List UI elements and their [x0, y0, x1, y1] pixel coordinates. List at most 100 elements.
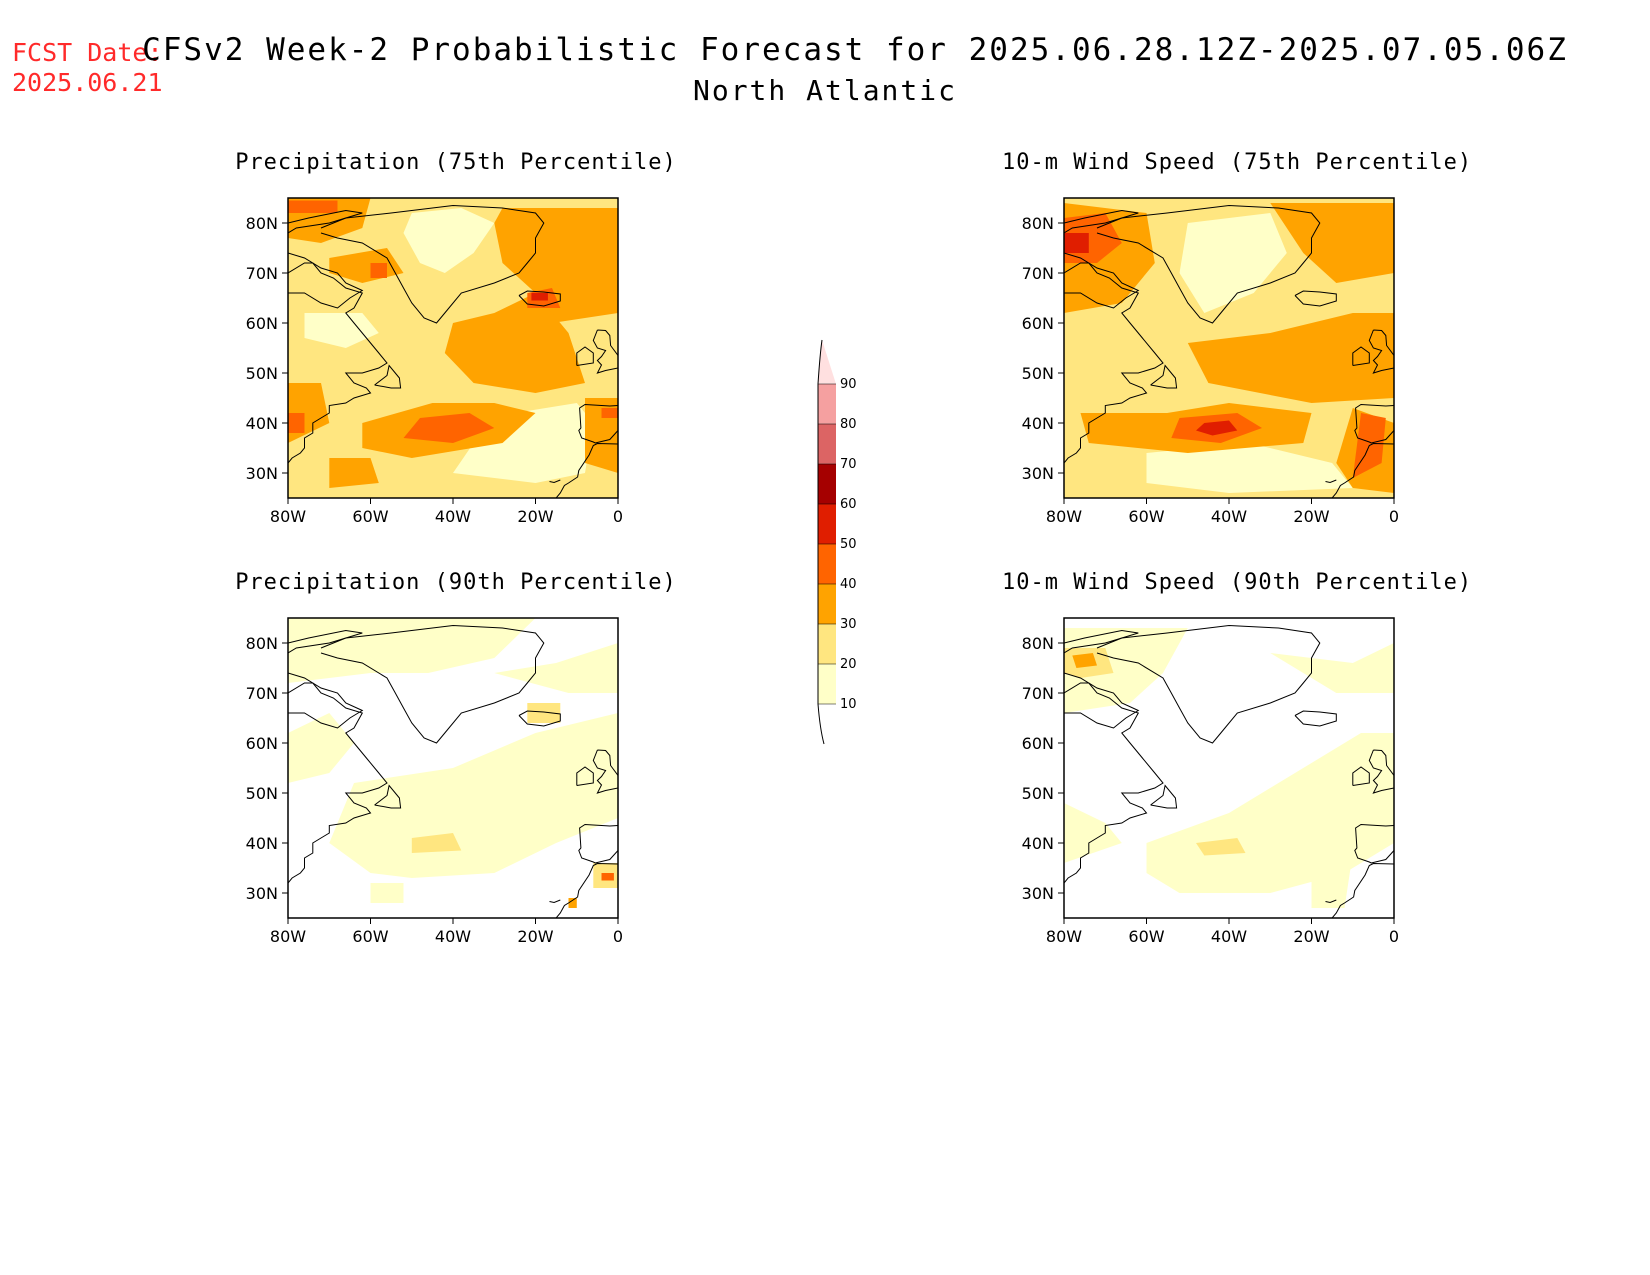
probability-patch: [370, 263, 387, 278]
lat-tick-label: 30N: [246, 884, 278, 903]
probability-patch: [288, 618, 536, 683]
probability-patch: [601, 408, 618, 418]
lon-tick-label: 0: [1389, 927, 1399, 946]
probability-patch: [1270, 203, 1394, 283]
probability-patch: [403, 413, 495, 443]
coastline: [1096, 204, 1321, 324]
coastline: [518, 710, 561, 727]
lon-tick-label: 80W: [1046, 927, 1082, 946]
colorbar-segment: [818, 464, 836, 504]
lat-tick-label: 80N: [246, 214, 278, 233]
lon-tick-label: 40W: [435, 927, 471, 946]
coastline: [288, 262, 388, 464]
coastline: [1064, 209, 1139, 234]
probability-patch: [1179, 213, 1287, 313]
lat-tick-label: 50N: [1022, 784, 1054, 803]
lat-tick-label: 30N: [1022, 884, 1054, 903]
colorbar-segment: [818, 424, 836, 464]
colorbar-label: 90: [840, 377, 857, 392]
coastline: [1064, 672, 1140, 729]
coastline: [320, 204, 545, 324]
colorbar-label: 40: [840, 577, 857, 592]
coastline: [1096, 624, 1321, 744]
lat-tick-label: 40N: [1022, 834, 1054, 853]
lat-tick-label: 80N: [246, 634, 278, 653]
coastline: [1294, 290, 1337, 307]
lon-tick-label: 80W: [270, 927, 306, 946]
coastline: [1368, 329, 1394, 374]
coastlines: [288, 624, 618, 918]
colorbar-segment: [818, 504, 836, 544]
forecast-date-value: 2025.06.21: [12, 68, 163, 97]
map-panel-wind-90: 10-m Wind Speed (90th Percentile) 80N 70N…: [1002, 570, 1471, 960]
probability-patch: [1196, 420, 1238, 436]
coastline: [1352, 346, 1370, 366]
lon-tick-label: 20W: [1293, 507, 1329, 526]
map-plot: 80N 70N 60N 50N 40N 30N 80W 60W 40W 20W 0: [1022, 197, 1399, 526]
coastline: [1294, 710, 1337, 727]
lat-tick-label: 60N: [246, 734, 278, 753]
coastline: [288, 629, 363, 654]
coastline: [1064, 682, 1164, 884]
lat-tick-label: 70N: [246, 264, 278, 283]
coastline: [1331, 862, 1394, 918]
coastlines: [1064, 204, 1394, 498]
probability-patch: [1270, 643, 1394, 693]
lon-tick-label: 20W: [1293, 927, 1329, 946]
lon-tick-label: 60W: [1128, 507, 1164, 526]
map-plot: 80N 70N 60N 50N 40N 30N 80W 60W 40W 20W 0: [246, 617, 623, 946]
probability-patch: [444, 293, 585, 393]
coastline: [578, 403, 618, 444]
coastlines: [288, 204, 618, 498]
lon-tick-label: 0: [1389, 507, 1399, 526]
lat-tick-label: 40N: [1022, 414, 1054, 433]
coastline: [578, 823, 618, 864]
coastline: [320, 624, 545, 744]
coastline: [1064, 629, 1139, 654]
colorbar-label: 50: [840, 537, 857, 552]
lat-tick-label: 40N: [246, 834, 278, 853]
lon-tick-label: 80W: [270, 507, 306, 526]
lat-tick-label: 70N: [1022, 684, 1054, 703]
probability-patch: [329, 713, 618, 878]
coastline: [1331, 442, 1394, 498]
colorbar: 90 80 70 60 50 40 30 20 10: [800, 334, 860, 758]
lat-tick-label: 40N: [246, 414, 278, 433]
probability-patch: [288, 413, 305, 433]
probability-patch: [411, 833, 462, 853]
colorbar-label: 70: [840, 457, 857, 472]
probability-patch: [1072, 653, 1097, 668]
probability-patch: [370, 883, 404, 903]
coastline: [1064, 262, 1164, 464]
colorbar-segment: [818, 544, 836, 584]
lon-tick-label: 40W: [1211, 507, 1247, 526]
lat-tick-label: 70N: [246, 684, 278, 703]
lat-tick-label: 30N: [246, 464, 278, 483]
coastline: [592, 329, 618, 374]
colorbar-label: 30: [840, 617, 857, 632]
figure-subtitle: North Atlantic: [692, 74, 957, 107]
lon-tick-label: 40W: [1211, 927, 1247, 946]
lon-tick-label: 20W: [517, 927, 553, 946]
shaded-layer: [288, 618, 618, 908]
lat-tick-label: 30N: [1022, 464, 1054, 483]
probability-patch: [1064, 803, 1122, 863]
figure-title-block: CFSv2 Week-2 Probabilistic Forecast for …: [0, 32, 1650, 107]
colorbar-segment: [818, 384, 836, 424]
probability-patch: [1187, 313, 1394, 403]
coastline: [549, 479, 561, 484]
colorbar-cap-bottom: [817, 703, 825, 745]
colorbar-segment: [818, 584, 836, 624]
lat-tick-label: 60N: [1022, 734, 1054, 753]
lon-tick-label: 60W: [352, 927, 388, 946]
colorbar-label: 20: [840, 657, 857, 672]
probability-patch: [288, 713, 354, 783]
lat-tick-label: 50N: [246, 364, 278, 383]
lat-tick-label: 60N: [246, 314, 278, 333]
coastline: [1325, 479, 1337, 484]
coastline: [555, 862, 618, 918]
colorbar-label: 60: [840, 497, 857, 512]
probability-patch: [304, 313, 379, 348]
coastline: [549, 899, 561, 904]
lat-tick-label: 70N: [1022, 264, 1054, 283]
